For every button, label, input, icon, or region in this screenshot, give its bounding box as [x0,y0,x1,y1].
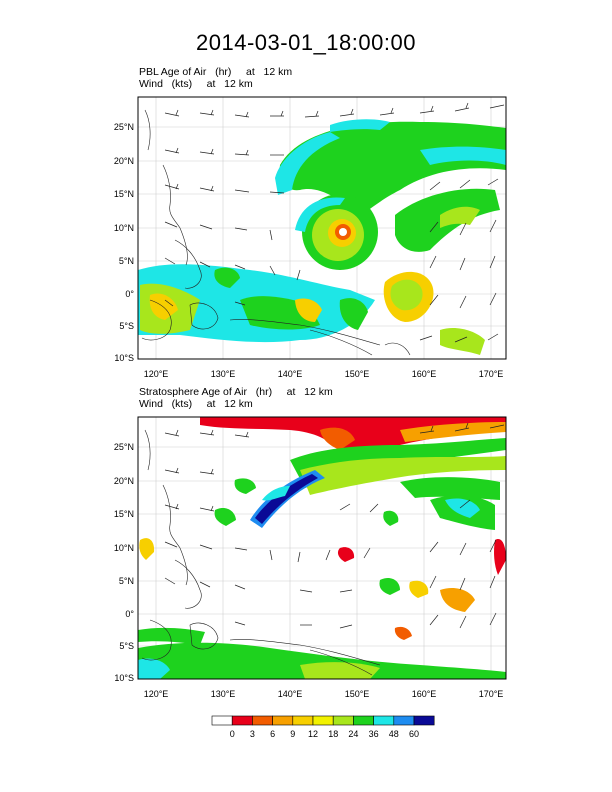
colorbar-swatch [332,715,354,726]
panel1-coastlines [141,109,411,356]
lon-tick: 140°E [278,369,303,379]
colorbar-label: 6 [270,729,275,739]
colorbar-label: 18 [328,729,338,739]
panel2-lat-ticks: 25°N 20°N 15°N 10°N 5°N 0° 5°S 10°S [114,442,135,683]
lat-tick: 20°N [114,476,134,486]
lon-tick: 160°E [412,369,437,379]
lat-tick: 5°S [119,641,134,651]
colorbar-label: 60 [409,729,419,739]
lon-tick: 170°E [479,689,504,699]
colorbar-swatch [211,715,233,726]
panel1-lon-ticks: 120°E 130°E 140°E 150°E 160°E 170°E [144,369,504,379]
panel1-map [137,96,507,360]
lon-tick: 150°E [345,689,370,699]
lon-tick: 130°E [211,689,236,699]
lat-tick: 5°N [119,256,134,266]
lat-tick: 15°N [114,189,134,199]
colorbar-label: 9 [290,729,295,739]
lon-tick: 130°E [211,369,236,379]
colorbar-label: 3 [250,729,255,739]
lat-tick: 25°N [114,442,134,452]
colorbar-swatch [413,715,435,726]
lat-tick: 10°S [114,673,134,683]
lon-tick: 150°E [345,369,370,379]
lat-tick: 20°N [114,156,134,166]
lat-tick: 5°N [119,576,134,586]
colorbar-swatch [231,715,253,726]
panel1-shading [138,119,506,355]
lat-tick: 10°S [114,353,134,363]
panel2-shading [138,417,506,679]
colorbar-swatch [292,715,314,726]
lon-tick: 140°E [278,689,303,699]
panel2-wind-barbs [164,422,505,629]
lon-tick: 160°E [412,689,437,699]
lat-tick: 10°N [114,223,134,233]
panel1-wind-label: Wind (kts) at 12 km [139,78,253,90]
colorbar-swatch [272,715,294,726]
panel2-wind-label: Wind (kts) at 12 km [139,398,253,410]
panel2-field-label: Stratosphere Age of Air (hr) at 12 km [139,386,333,398]
lat-tick: 10°N [114,543,134,553]
colorbar-swatch [353,715,374,726]
colorbar-swatch [373,715,395,726]
lon-tick: 170°E [479,369,504,379]
lat-tick: 0° [125,609,134,619]
panel1-field-label: PBL Age of Air (hr) at 12 km [139,66,293,78]
figure-title: 2014-03-01_18:00:00 [196,30,416,55]
colorbar-swatch [393,715,415,726]
panel2-coastlines [141,429,381,676]
colorbar-label: 24 [348,729,358,739]
colorbar-swatch [312,715,334,726]
lon-tick: 120°E [144,689,169,699]
lat-tick: 25°N [114,122,134,132]
lat-tick: 0° [125,289,134,299]
colorbar-label: 0 [230,729,235,739]
lon-tick: 120°E [144,369,169,379]
colorbar-label: 12 [308,729,318,739]
panel2-lon-ticks: 120°E 130°E 140°E 150°E 160°E 170°E [144,689,504,699]
panel2-map [137,416,507,680]
colorbar-label: 48 [389,729,399,739]
colorbar-swatch [252,715,273,726]
panel1-lat-ticks: 25°N 20°N 15°N 10°N 5°N 0° 5°S 10°S [114,122,135,363]
lat-tick: 5°S [119,321,134,331]
panel1-wind-barbs [164,102,505,343]
lat-tick: 15°N [114,509,134,519]
colorbar-label: 36 [369,729,379,739]
colorbar: 0 3 6 9 12 18 24 36 48 60 [211,715,435,739]
